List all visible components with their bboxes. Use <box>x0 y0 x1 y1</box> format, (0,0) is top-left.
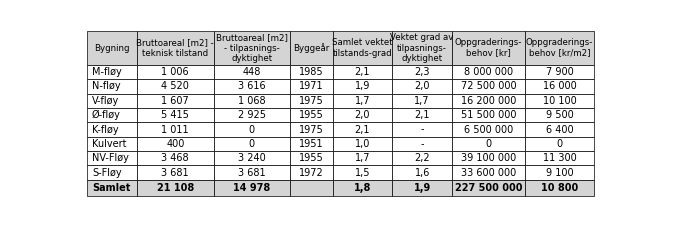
Bar <box>393 94 452 108</box>
Text: 14 978: 14 978 <box>234 183 271 193</box>
Bar <box>137 65 214 79</box>
Text: Oppgraderings-
behov [kr/m2]: Oppgraderings- behov [kr/m2] <box>525 38 593 58</box>
Bar <box>214 79 290 94</box>
Text: 16 200 000: 16 200 000 <box>461 96 516 106</box>
Text: 227 500 000: 227 500 000 <box>455 183 522 193</box>
Bar <box>452 165 525 180</box>
Text: 72 500 000: 72 500 000 <box>461 81 516 92</box>
Text: -: - <box>421 124 424 135</box>
Bar <box>137 165 214 180</box>
Bar <box>214 137 290 151</box>
Bar <box>290 94 332 108</box>
Bar <box>214 180 290 196</box>
Text: Bygning: Bygning <box>94 43 129 52</box>
Text: M-fløy: M-fløy <box>92 67 122 77</box>
Bar <box>214 94 290 108</box>
Text: 2,0: 2,0 <box>355 110 370 120</box>
Text: 448: 448 <box>242 67 261 77</box>
Text: Samlet vektet
tilstands-grad: Samlet vektet tilstands-grad <box>332 38 393 58</box>
Bar <box>525 137 594 151</box>
Bar <box>393 108 452 122</box>
Bar <box>87 31 137 65</box>
Bar <box>137 122 214 137</box>
Bar <box>452 122 525 137</box>
Bar <box>452 108 525 122</box>
Bar <box>452 180 525 196</box>
Bar <box>87 65 137 79</box>
Text: 21 108: 21 108 <box>157 183 194 193</box>
Text: K-fløy: K-fløy <box>92 124 119 135</box>
Bar <box>290 79 332 94</box>
Text: 1975: 1975 <box>299 96 324 106</box>
Text: NV-Fløy: NV-Fløy <box>92 153 129 163</box>
Text: 2,3: 2,3 <box>414 67 430 77</box>
Bar <box>452 137 525 151</box>
Text: Bruttoareal [m2]
- tilpasnings-
dyktighet: Bruttoareal [m2] - tilpasnings- dyktighe… <box>216 34 288 62</box>
Text: 1955: 1955 <box>299 153 324 163</box>
Bar <box>87 108 137 122</box>
Bar <box>525 122 594 137</box>
Text: 9 500: 9 500 <box>545 110 573 120</box>
Bar <box>137 108 214 122</box>
Bar <box>290 31 332 65</box>
Text: 1,0: 1,0 <box>355 139 370 149</box>
Bar <box>332 122 393 137</box>
Bar <box>137 151 214 165</box>
Text: Byggeår: Byggeår <box>293 43 329 53</box>
Text: 33 600 000: 33 600 000 <box>461 167 516 178</box>
Text: V-fløy: V-fløy <box>92 96 119 106</box>
Text: 2 925: 2 925 <box>238 110 266 120</box>
Text: S-Fløy: S-Fløy <box>92 167 122 178</box>
Text: 8 000 000: 8 000 000 <box>464 67 513 77</box>
Bar <box>290 65 332 79</box>
Bar <box>290 165 332 180</box>
Bar <box>137 79 214 94</box>
Text: 2,1: 2,1 <box>355 124 370 135</box>
Bar <box>393 122 452 137</box>
Text: 1,8: 1,8 <box>353 183 371 193</box>
Text: 1 011: 1 011 <box>162 124 189 135</box>
Bar <box>393 137 452 151</box>
Text: 2,1: 2,1 <box>414 110 430 120</box>
Text: 3 681: 3 681 <box>162 167 189 178</box>
Bar <box>525 151 594 165</box>
Text: 3 681: 3 681 <box>238 167 266 178</box>
Text: 1951: 1951 <box>299 139 324 149</box>
Bar <box>290 108 332 122</box>
Text: 11 300: 11 300 <box>543 153 576 163</box>
Bar <box>332 180 393 196</box>
Text: 51 500 000: 51 500 000 <box>461 110 516 120</box>
Bar <box>525 65 594 79</box>
Bar <box>87 165 137 180</box>
Text: 2,1: 2,1 <box>355 67 370 77</box>
Bar <box>214 165 290 180</box>
Text: 0: 0 <box>249 124 255 135</box>
Bar <box>525 79 594 94</box>
Text: 1 607: 1 607 <box>162 96 189 106</box>
Bar <box>525 180 594 196</box>
Bar <box>87 94 137 108</box>
Text: 10 100: 10 100 <box>543 96 576 106</box>
Bar <box>393 151 452 165</box>
Text: 1,6: 1,6 <box>414 167 430 178</box>
Bar <box>332 65 393 79</box>
Text: 1,5: 1,5 <box>355 167 370 178</box>
Text: 39 100 000: 39 100 000 <box>461 153 516 163</box>
Bar <box>137 94 214 108</box>
Bar <box>290 151 332 165</box>
Text: 0: 0 <box>249 139 255 149</box>
Bar <box>332 137 393 151</box>
Bar <box>525 165 594 180</box>
Bar <box>332 108 393 122</box>
Bar <box>290 122 332 137</box>
Text: Vektet grad av
tilpasnings-
dyktighet: Vektet grad av tilpasnings- dyktighet <box>390 34 454 62</box>
Bar <box>452 79 525 94</box>
Bar <box>87 137 137 151</box>
Bar <box>393 165 452 180</box>
Text: 5 415: 5 415 <box>161 110 189 120</box>
Bar <box>452 31 525 65</box>
Text: 6 400: 6 400 <box>545 124 573 135</box>
Text: 16 000: 16 000 <box>543 81 576 92</box>
Bar <box>214 108 290 122</box>
Text: 3 468: 3 468 <box>162 153 189 163</box>
